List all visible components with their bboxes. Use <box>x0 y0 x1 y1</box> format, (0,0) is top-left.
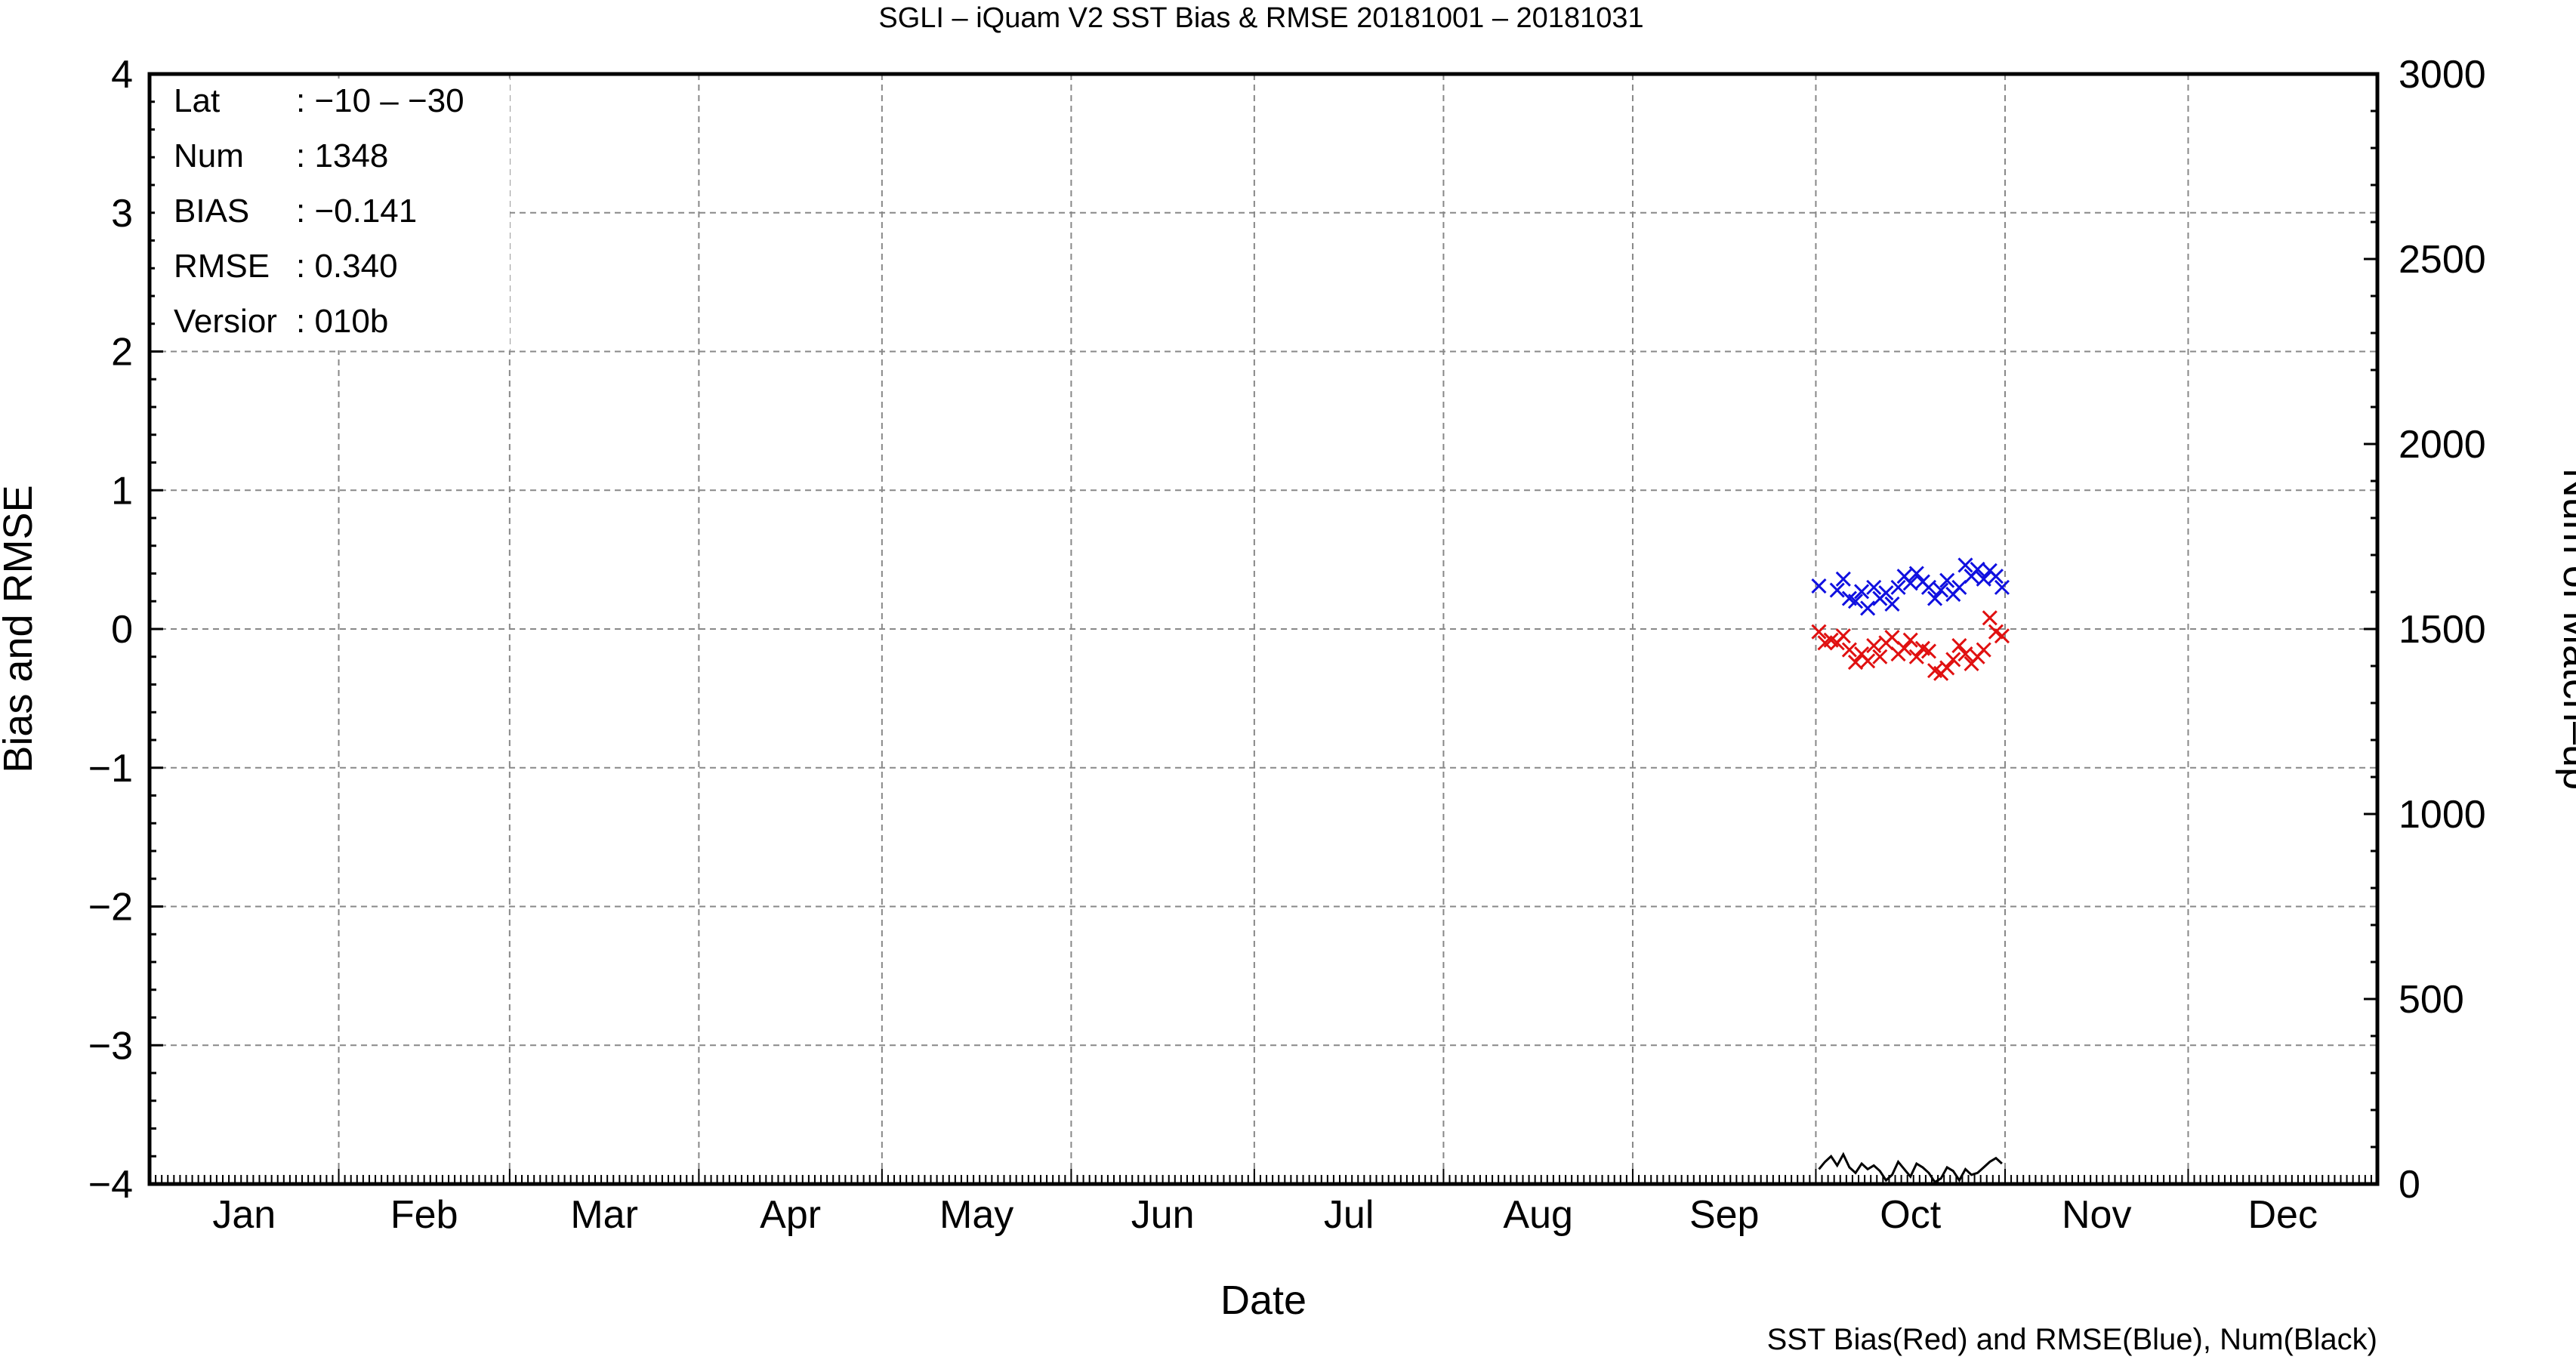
left-tick-label: −3 <box>88 1024 133 1068</box>
data-point <box>1860 653 1876 669</box>
data-point <box>1957 557 1973 573</box>
data-point <box>1970 561 1985 578</box>
data-point <box>1872 649 1888 664</box>
data-point <box>1841 642 1857 658</box>
data-point <box>1920 579 1937 595</box>
data-point <box>1988 569 2004 584</box>
month-label: Mar <box>570 1193 638 1237</box>
series-sst-rmse <box>1811 557 2010 616</box>
y2-axis-label: Num of Match–up <box>2555 468 2576 790</box>
data-point <box>1896 640 1912 656</box>
data-point <box>1866 579 1882 595</box>
data-series <box>1811 557 2010 1184</box>
stat-value: : 1348 <box>296 137 388 174</box>
data-point <box>1902 632 1918 648</box>
right-tick-label: 0 <box>2399 1163 2420 1207</box>
data-point <box>1866 637 1882 654</box>
data-point <box>1933 582 1949 598</box>
month-label: Apr <box>760 1193 821 1237</box>
month-tick-labels: Jan Feb Mar Apr May Jun Jul Aug Sep Oct Nov Dec <box>212 1193 2318 1237</box>
data-point <box>1951 637 1967 654</box>
month-label: Nov <box>2062 1193 2131 1237</box>
data-point <box>1945 652 1961 668</box>
data-point <box>1994 579 2010 595</box>
month-label: Feb <box>390 1193 458 1237</box>
data-point <box>1939 572 1955 588</box>
grid-lines <box>150 74 2377 1184</box>
data-point <box>1976 642 1991 658</box>
data-point <box>1908 649 1924 664</box>
stat-value: : 0.340 <box>296 248 398 285</box>
month-label: Aug <box>1503 1193 1573 1237</box>
stat-label: Lat <box>174 82 220 119</box>
data-point <box>1835 571 1851 587</box>
data-point <box>1957 646 1973 662</box>
month-label: Jul <box>1324 1193 1374 1237</box>
month-label: Oct <box>1880 1193 1941 1237</box>
right-tick-label: 2500 <box>2399 238 2486 282</box>
data-point <box>1860 600 1876 616</box>
right-axis-tick-labels: 3000 2500 2000 1500 1000 500 0 <box>2399 53 2486 1207</box>
data-point <box>1920 643 1937 659</box>
data-point <box>1811 578 1827 594</box>
plot-area-frame <box>147 72 2380 1186</box>
data-point <box>1951 579 1967 595</box>
month-label: Dec <box>2247 1193 2317 1237</box>
data-point <box>1908 566 1924 581</box>
right-tick-label: 1000 <box>2399 793 2486 837</box>
left-tick-label: 2 <box>111 331 133 375</box>
right-tick-label: 2000 <box>2399 423 2486 467</box>
left-tick-label: −4 <box>88 1163 133 1207</box>
data-point <box>1811 624 1827 640</box>
right-tick-label: 1500 <box>2399 608 2486 652</box>
stat-label: Num <box>174 137 244 174</box>
right-tick-label: 500 <box>2399 978 2464 1022</box>
stat-value: : −10 – −30 <box>296 82 464 119</box>
statistics-box-background <box>155 79 510 350</box>
data-point <box>1927 590 1943 606</box>
stat-label: BIAS <box>174 193 249 230</box>
statistics-box: Lat : −10 – −30 Num : 1348 BIAS : −0.141 RMSE:… <box>155 79 510 350</box>
month-label: Sep <box>1689 1193 1760 1237</box>
left-tick-label: −2 <box>88 886 133 930</box>
stat-label: RMSE <box>174 248 270 285</box>
data-point <box>1884 629 1900 646</box>
month-label: Jan <box>212 1193 276 1237</box>
data-point <box>1884 596 1900 612</box>
left-tick-label: 1 <box>111 469 133 513</box>
chart-title: SGLI – iQuam V2 SST Bias & RMSE 20181001… <box>878 2 1643 34</box>
data-point <box>1994 628 2010 644</box>
right-tick-label: 3000 <box>2399 53 2486 97</box>
data-point <box>1976 571 1991 587</box>
num-line <box>1818 1152 2003 1184</box>
data-point <box>1847 655 1864 671</box>
data-point <box>1835 628 1851 644</box>
left-tick-label: 0 <box>111 608 133 652</box>
data-point <box>1939 660 1955 676</box>
data-point <box>1902 575 1918 591</box>
stat-label: Versior <box>174 303 277 340</box>
left-axis-tick-labels: 4 3 2 1 0 −1 −2 −3 −4 <box>88 53 133 1207</box>
data-point <box>1847 594 1864 609</box>
footer-legend-note: SST Bias(Red) and RMSE(Blue), Num(Black) <box>1767 1323 2377 1356</box>
data-point <box>1853 584 1870 600</box>
stat-value: : 010b <box>296 303 388 340</box>
left-tick-label: 4 <box>111 53 133 97</box>
data-point <box>1982 610 1998 626</box>
month-label: May <box>939 1193 1013 1237</box>
stat-value: : −0.141 <box>296 193 417 230</box>
left-tick-label: 3 <box>111 192 133 236</box>
left-tick-label: −1 <box>88 747 133 791</box>
month-label: Jun <box>1131 1193 1195 1237</box>
data-point <box>1878 585 1894 601</box>
x-axis-label: Date <box>1220 1278 1307 1323</box>
series-num <box>1818 1152 2003 1184</box>
data-point <box>1890 579 1906 595</box>
series-sst-bias <box>1811 610 2010 681</box>
y-axis-label: Bias and RMSE <box>0 485 41 772</box>
data-point <box>1829 582 1845 598</box>
